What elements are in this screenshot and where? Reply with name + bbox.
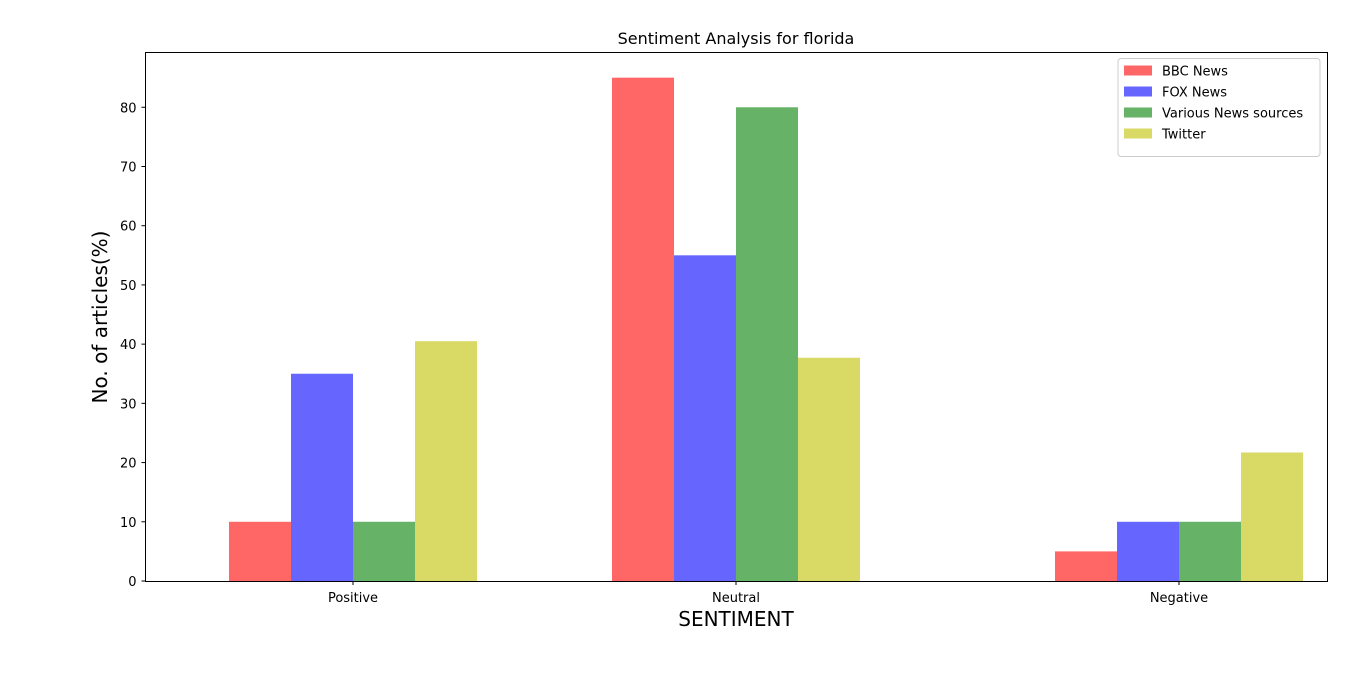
bar-fox-news-negative [1117,521,1179,581]
legend-box [1117,58,1321,157]
bar-twitter-positive [415,341,477,581]
legend-swatch [1124,128,1152,139]
legend-label: Twitter [1161,128,1206,143]
chart-title: Sentiment Analysis for florida [618,29,855,48]
x-tick-label: Negative [1150,591,1208,606]
legend-label: Various News sources [1162,107,1303,122]
y-tick-label: 80 [120,101,137,116]
bar-fox-news-positive [291,373,353,581]
y-tick-label: 0 [128,575,136,590]
bar-twitter-neutral [798,357,860,581]
legend-label: BBC News [1162,65,1228,80]
bar-various-news-sources-positive [353,521,415,581]
legend: BBC News FOX News Various News sources Twit… [1117,58,1321,157]
bar-twitter-negative [1241,452,1303,581]
legend-swatch [1124,65,1152,76]
bar-bbc-news-positive [229,521,291,581]
y-tick-label: 70 [120,160,137,175]
x-axis: Positive Neutral Negative [328,581,1208,606]
y-tick-label: 50 [120,279,137,294]
y-axis-label: No. of articles(%) [88,231,112,404]
bar-various-news-sources-negative [1179,521,1241,581]
y-tick-label: 20 [120,457,137,472]
legend-label: FOX News [1162,86,1227,101]
x-tick-label: Positive [328,591,378,606]
legend-swatch [1124,107,1152,118]
y-tick-label: 10 [120,516,137,531]
y-axis: 0 10 20 30 40 50 60 70 80 [120,101,146,590]
bars-group [229,77,1303,582]
bar-various-news-sources-neutral [736,107,798,582]
y-tick-label: 60 [120,220,137,235]
bar-bbc-news-neutral [612,77,674,582]
y-tick-label: 30 [120,397,137,412]
y-tick-label: 40 [120,338,137,353]
bar-bbc-news-negative [1055,551,1117,581]
bar-fox-news-neutral [674,255,736,581]
x-axis-label: SENTIMENT [678,607,794,631]
plot-frame [145,52,1328,582]
legend-swatch [1124,86,1152,97]
x-tick-label: Neutral [712,591,760,606]
